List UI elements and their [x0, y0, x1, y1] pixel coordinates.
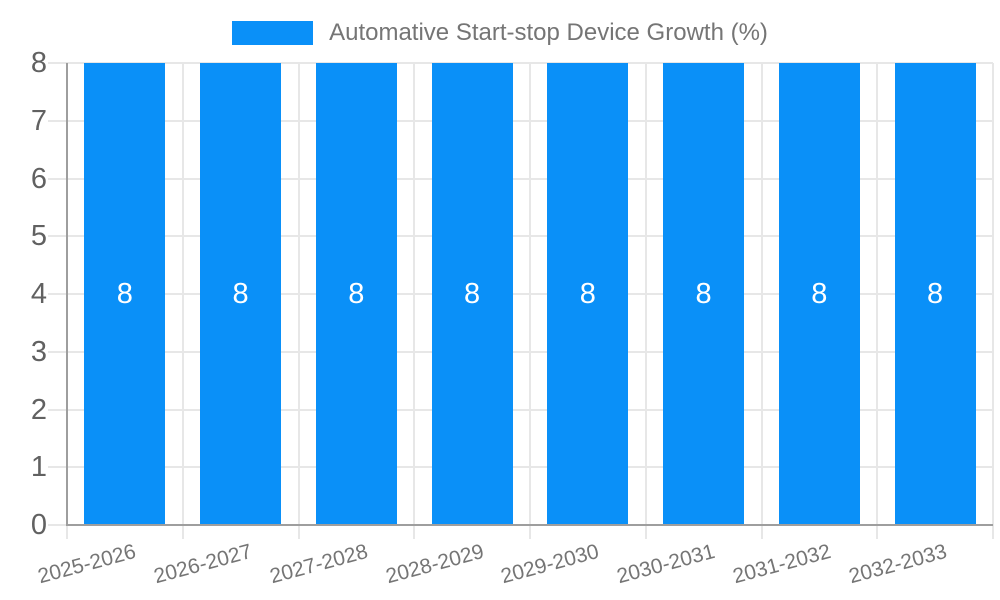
h-gridline	[48, 119, 993, 122]
bar	[84, 63, 166, 525]
h-gridline	[48, 408, 993, 411]
bar	[663, 63, 745, 525]
y-axis-label: 8	[30, 47, 47, 79]
v-gridline	[529, 63, 531, 539]
bar-value-label: 8	[811, 278, 828, 310]
x-axis-label: 2026-2027	[151, 540, 255, 589]
y-axis-label: 4	[30, 278, 47, 310]
bar	[778, 63, 860, 525]
x-axis-label: 2031-2032	[730, 540, 834, 589]
chart-legend: Automative Start-stop Device Growth (%)	[0, 19, 1000, 47]
bar	[894, 63, 976, 525]
v-gridline	[413, 63, 416, 539]
v-gridline	[644, 63, 647, 539]
x-axis-label: 2027-2028	[267, 540, 371, 589]
bar-value-label: 8	[348, 278, 365, 310]
bar	[431, 63, 513, 525]
legend-swatch	[232, 21, 314, 45]
bar-value-label: 8	[579, 278, 596, 310]
y-axis-label: 5	[30, 220, 47, 253]
y-axis-label: 7	[30, 104, 47, 137]
x-axis-label: 2029-2030	[498, 540, 602, 589]
x-axis-label: 2032-2033	[846, 540, 950, 589]
bar-value-label: 8	[464, 278, 481, 310]
h-gridline	[48, 177, 993, 180]
v-gridline	[992, 63, 994, 539]
bar-value-label: 8	[232, 278, 249, 310]
v-gridline	[876, 63, 879, 539]
y-axis-label: 0	[30, 509, 47, 541]
v-gridline	[760, 63, 763, 539]
h-gridline	[48, 350, 993, 353]
x-axis-label: 2028-2029	[383, 540, 487, 589]
bar-value-label: 8	[695, 278, 712, 310]
h-gridline	[48, 62, 993, 64]
h-gridline	[48, 293, 993, 295]
y-axis-label: 1	[30, 451, 47, 484]
legend-label: Automative Start-stop Device Growth (%)	[329, 19, 768, 46]
h-gridline	[48, 235, 993, 238]
y-axis-label: 3	[30, 335, 47, 368]
y-axis-line	[66, 63, 68, 525]
y-axis-label: 2	[30, 393, 47, 426]
x-axis-label: 2025-2026	[35, 540, 139, 589]
h-gridline	[48, 466, 993, 469]
bar-value-label: 8	[116, 278, 133, 310]
x-axis-line	[66, 524, 993, 526]
x-axis-label: 2030-2031	[614, 540, 718, 589]
bar	[315, 63, 397, 525]
v-gridline	[181, 63, 184, 539]
v-gridline	[297, 63, 300, 539]
bar	[547, 63, 629, 525]
bar	[200, 63, 282, 525]
y-axis-label: 6	[30, 162, 47, 195]
bar-value-label: 8	[927, 278, 944, 310]
